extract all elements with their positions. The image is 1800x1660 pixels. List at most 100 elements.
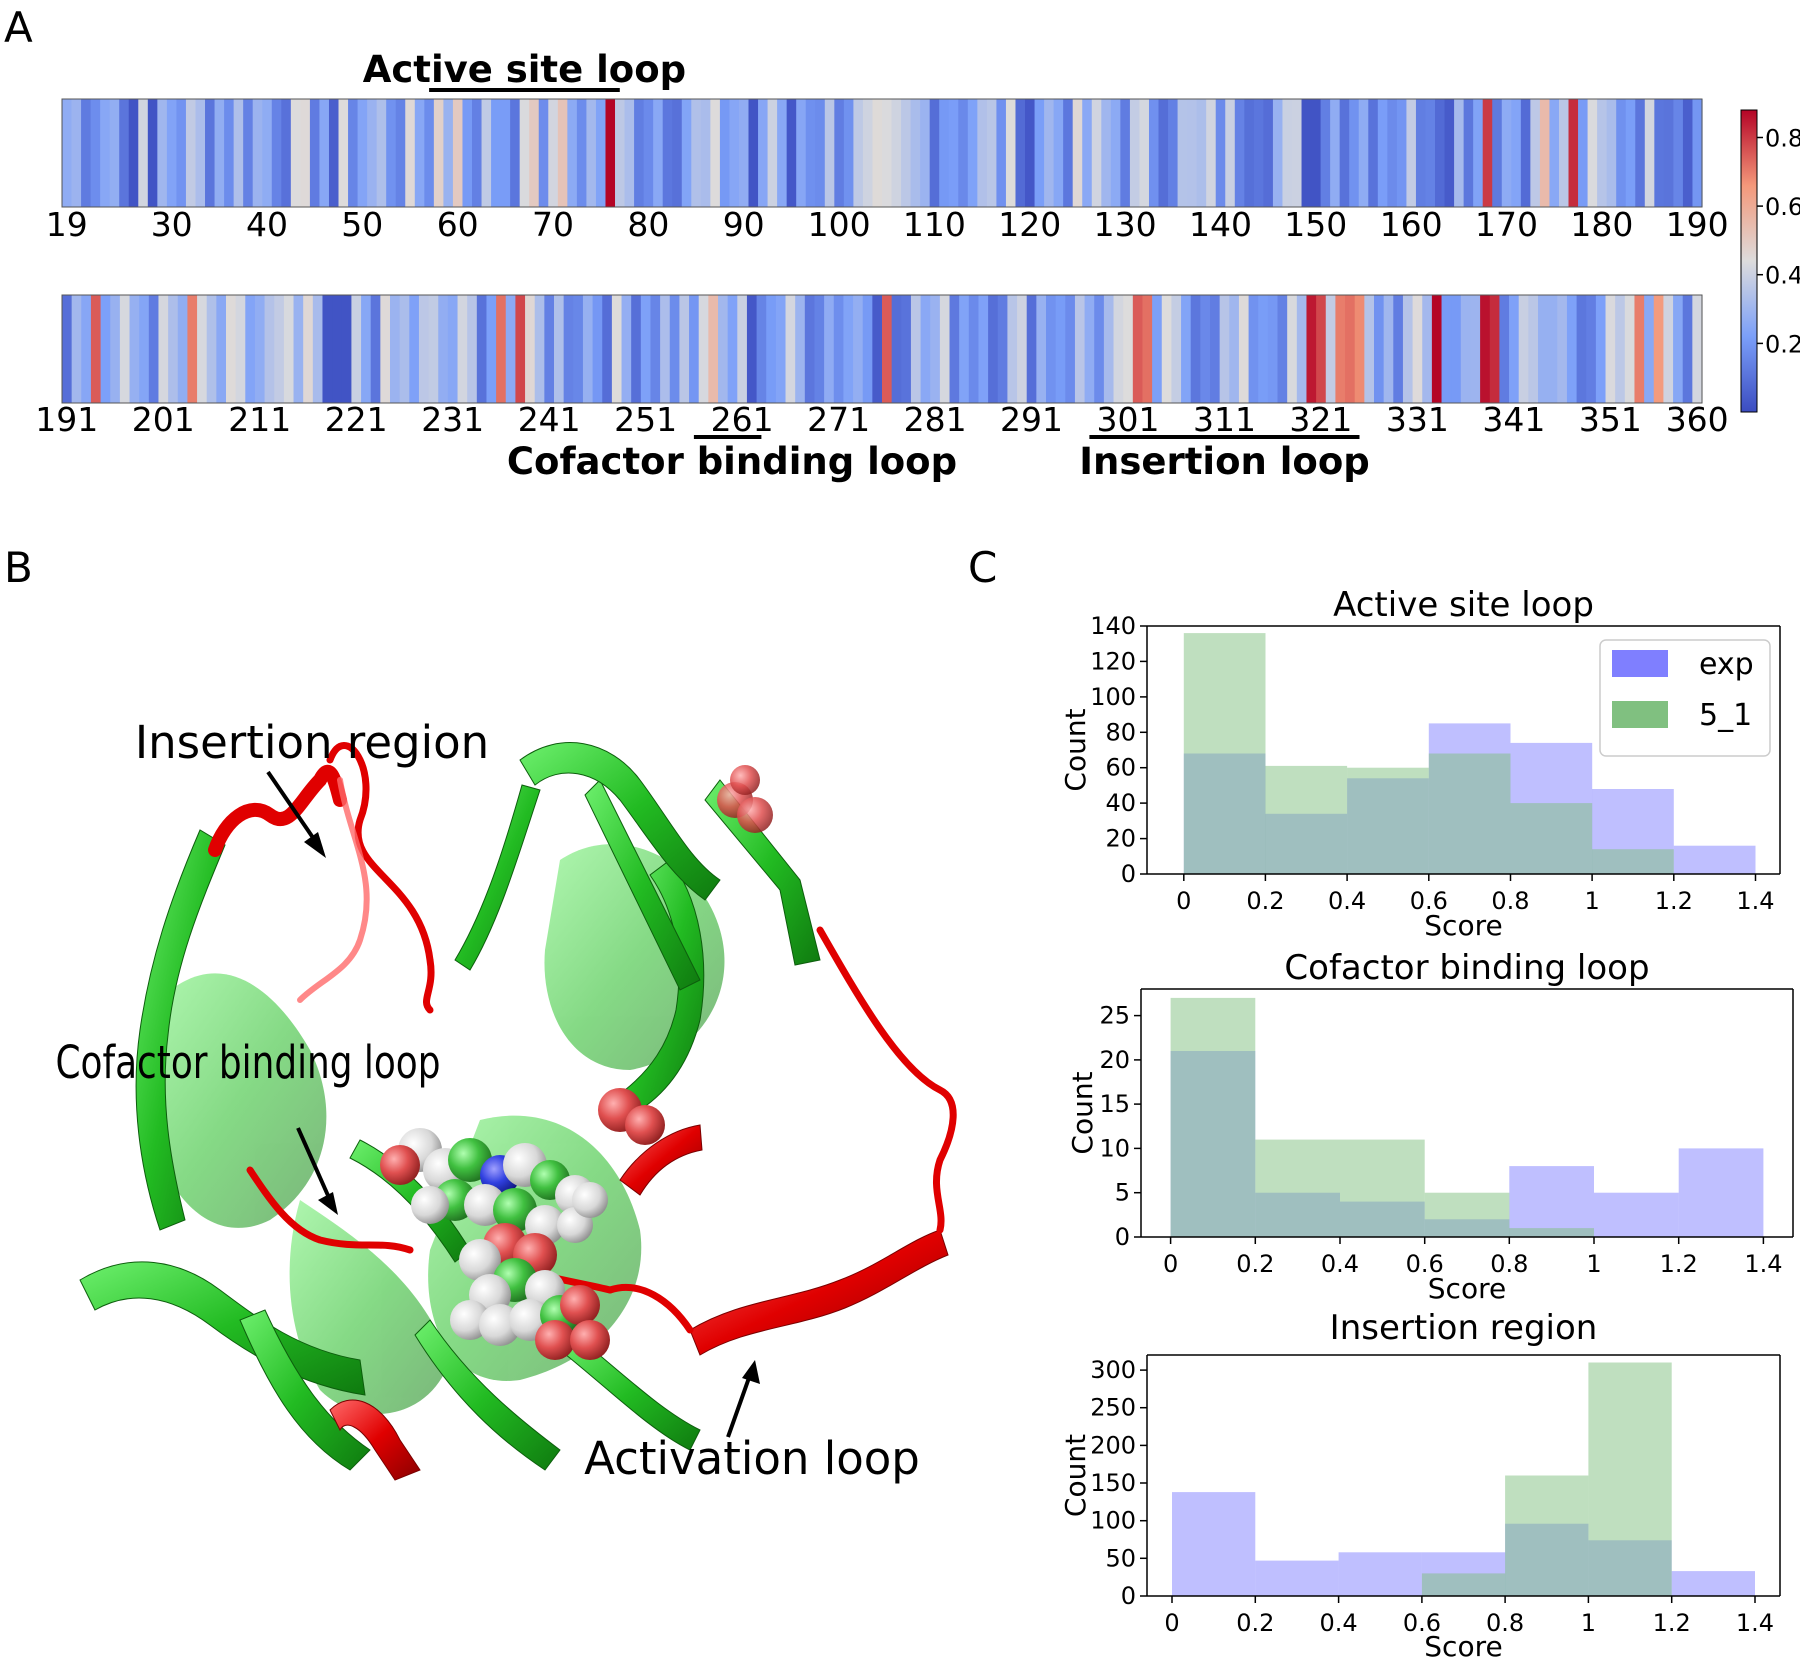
heatmap-cell — [1358, 99, 1369, 207]
heatmap-cell — [814, 295, 825, 403]
heatmap-cell — [1489, 295, 1501, 403]
heatmap-cell — [1238, 295, 1250, 403]
heatmap-cell — [367, 99, 378, 207]
y-tick-label: 140 — [1090, 612, 1136, 640]
heatmap-cell — [1074, 295, 1086, 403]
heatmap-cell — [177, 295, 189, 403]
heatmap-cell — [500, 99, 511, 207]
heatmap-tick-label: 281 — [904, 400, 967, 439]
heatmap-cell — [525, 295, 536, 403]
heatmap-cell — [322, 295, 333, 403]
heatmap-cell — [1234, 99, 1245, 207]
heatmap-cell — [662, 99, 673, 207]
colorbar-ticks: 0.8 0.6 0.4 0.2 — [1757, 125, 1800, 358]
heatmap-cell — [62, 295, 73, 403]
heatmap-cell — [1624, 295, 1636, 403]
heatmap-cell — [1682, 295, 1693, 403]
heatmap-cell — [786, 99, 797, 207]
heatmap-cell — [1263, 99, 1274, 207]
heatmap-frame — [61, 294, 1703, 404]
heatmap-cell — [1082, 99, 1093, 207]
histogram-bar-5_1 — [1428, 753, 1511, 874]
heatmap-cell — [1528, 295, 1539, 403]
heatmap-cell — [843, 99, 854, 207]
heatmap-tick-label: 271 — [807, 400, 870, 439]
heatmap-tick-label: 150 — [1284, 205, 1347, 244]
heatmap-tick-label: 360 — [1666, 400, 1729, 439]
heatmap-tick-label: 120 — [998, 205, 1061, 244]
annotation-activation-loop: Activation loop — [584, 1432, 920, 1485]
heatmap-cell — [515, 295, 526, 403]
heatmap-cell — [1282, 99, 1293, 207]
y-tick-label: 100 — [1090, 683, 1136, 711]
x-tick-label: 0 — [1163, 1250, 1178, 1278]
histogram-bar-5_1 — [1509, 1228, 1594, 1237]
histogram-bar-5_1 — [1183, 633, 1266, 874]
heatmap-tick-label: 100 — [808, 205, 871, 244]
heatmap-tick-label: 321 — [1289, 400, 1352, 439]
heatmap-frame — [61, 98, 1703, 208]
heatmap-cell — [293, 295, 304, 403]
heatmap-cell — [1470, 295, 1481, 403]
heatmap-cell — [727, 295, 738, 403]
heatmap-cell — [1393, 295, 1404, 403]
heatmap-cell — [557, 99, 568, 207]
heatmap-tick-label: 130 — [1094, 205, 1157, 244]
heatmap-cell — [988, 295, 999, 403]
y-tick-label: 20 — [1099, 1046, 1130, 1074]
heatmap-cell — [370, 295, 381, 403]
heatmap-cell — [148, 295, 160, 403]
heatmap-tick-label: 341 — [1482, 400, 1545, 439]
heatmap-cell — [168, 295, 179, 403]
heatmap-cell — [1412, 295, 1423, 403]
heatmap-cell — [1663, 99, 1674, 207]
heatmap-cell — [1377, 99, 1388, 207]
histogram-bar-5_1 — [1421, 1573, 1506, 1596]
heatmap-cell — [901, 295, 912, 403]
heatmap-cell — [1084, 295, 1095, 403]
heatmap-tick-label: 211 — [228, 400, 291, 439]
heatmap-cell — [1244, 99, 1255, 207]
heatmap-cell — [166, 99, 178, 207]
heatmap-cell — [1161, 295, 1173, 403]
histogram-bar-5_1 — [1255, 1139, 1340, 1237]
heatmap-cell — [1692, 99, 1703, 207]
heatmap-cell — [775, 295, 787, 403]
heatmap-cell — [290, 99, 301, 207]
heatmap-cell — [1539, 99, 1551, 207]
heatmap-cell — [948, 99, 959, 207]
heatmap-cell — [157, 99, 168, 207]
heatmap-cell — [796, 99, 807, 207]
heatmap-cell — [843, 295, 854, 403]
heatmap-cell — [997, 295, 1009, 403]
x-tick-label: 0 — [1164, 1609, 1179, 1637]
heatmap-cell — [891, 295, 902, 403]
x-tick-label: 0.6 — [1406, 1250, 1444, 1278]
y-tick-label: 40 — [1105, 789, 1136, 817]
heatmap-cell — [1653, 295, 1665, 403]
heatmap-cell — [1139, 99, 1150, 207]
heatmap-cell — [1123, 295, 1134, 403]
heatmap-cell — [698, 295, 709, 403]
heatmap-cell — [1103, 295, 1115, 403]
heatmap-cell — [1330, 99, 1341, 207]
y-tick-label: 80 — [1105, 718, 1136, 746]
heatmap-cell — [110, 295, 121, 403]
heatmap-cell — [959, 295, 970, 403]
heatmap-cell — [100, 295, 111, 403]
heatmap-cell — [332, 295, 343, 403]
heatmap-cell — [395, 99, 406, 207]
heatmap-cell — [1272, 99, 1284, 207]
annotation-cofactor-binding-loop: Cofactor binding loop — [56, 1036, 441, 1089]
heatmap-cell — [139, 295, 150, 403]
heatmap-cell — [1644, 99, 1655, 207]
heatmap-cell — [681, 99, 692, 207]
heatmap-cell — [1663, 295, 1674, 403]
heatmap-cell — [1454, 99, 1465, 207]
heatmap-cell — [1431, 295, 1443, 403]
heatmap-cell — [1606, 99, 1617, 207]
heatmap-cell — [338, 99, 349, 207]
heatmap-cell — [1415, 99, 1427, 207]
heatmap-tick-label: 261 — [711, 400, 774, 439]
